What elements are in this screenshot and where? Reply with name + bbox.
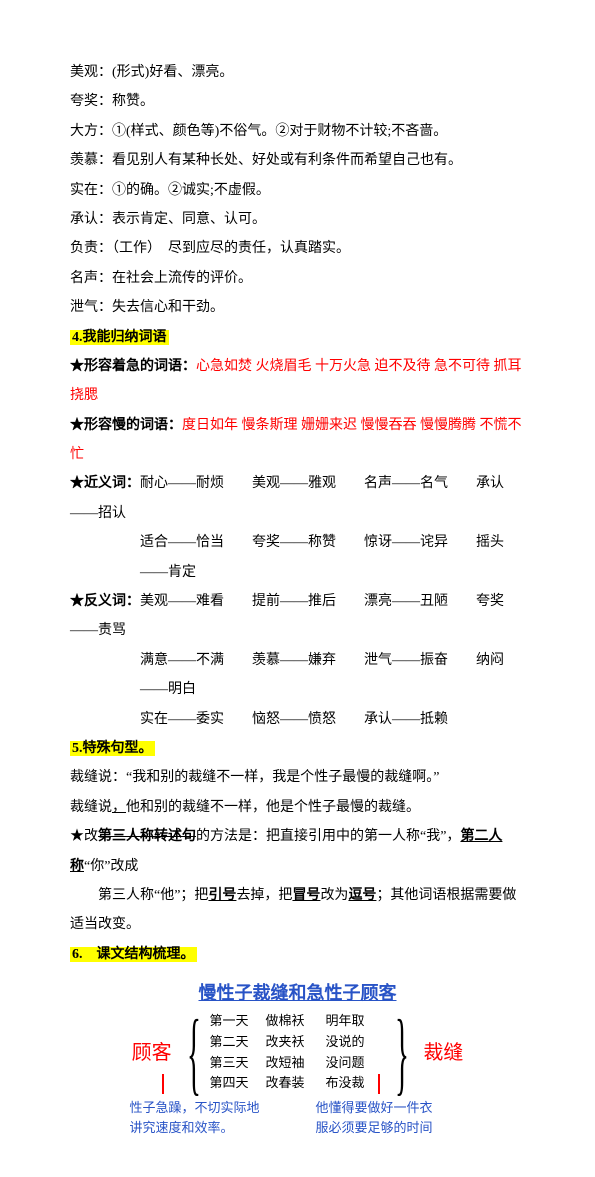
section-5-title: 5.特殊句型。 bbox=[70, 734, 525, 763]
highlight: 6. 课文结构梳理。 bbox=[70, 947, 197, 962]
idiom-row: ★形容着急的词语：心急如焚 火烧眉毛 十万火急 迫不及待 急不可待 抓耳挠腮 bbox=[70, 352, 525, 411]
example-sentence: 裁缝说，他和别的裁缝不一样，他是个性子最慢的裁缝。 bbox=[70, 793, 525, 822]
antonym-row: 满意——不满 羡慕——嫌弃 泄气——振奋 纳闷——明白 bbox=[70, 646, 525, 705]
diagram-heading: 慢性子裁缝和急性子顾客 bbox=[70, 975, 525, 1013]
diagram-row: 第四天改春装布没裁 bbox=[210, 1073, 386, 1094]
structure-diagram: 顾客 { 第一天做棉袄明年取 第二天改夹袄没说的 第三天改短袖没问题 第四天改春… bbox=[70, 1011, 525, 1094]
diagram-rows: 第一天做棉袄明年取 第二天改夹袄没说的 第三天改短袖没问题 第四天改春装布没裁 bbox=[210, 1011, 386, 1094]
section-4-title: 4.我能归纳词语 bbox=[70, 323, 525, 352]
diagram-notes: 性子急躁，不切实际地 讲究速度和效率。 他懂得要做好一件衣 服必须要足够的时间 bbox=[70, 1098, 525, 1137]
note-left: 性子急躁，不切实际地 讲究速度和效率。 bbox=[130, 1098, 280, 1137]
rule-line: ★改第三人称转述句的方法是：把直接引用中的第一人称“我”，第二人称“你”改成 bbox=[70, 822, 525, 881]
bracket-icon: } bbox=[393, 1006, 409, 1099]
text: 他和别的裁缝不一样，他是个性子最慢的裁缝。 bbox=[126, 800, 420, 815]
document-page: 美观：(形式)好看、漂亮。 夸奖：称赞。 大方：①(样式、颜色等)不俗气。②对于… bbox=[0, 0, 595, 1177]
diagram-right-label: 裁缝 bbox=[417, 1032, 469, 1074]
def-line: 羡慕：看见别人有某种长处、好处或有利条件而希望自己也有。 bbox=[70, 146, 525, 175]
underlined: ， bbox=[112, 800, 126, 815]
def-line: 大方：①(样式、颜色等)不俗气。②对于财物不计较;不吝啬。 bbox=[70, 117, 525, 146]
note-text: 性子急躁，不切实际地 bbox=[130, 1098, 280, 1118]
text: 裁缝说 bbox=[70, 800, 112, 815]
def-line: 夸奖：称赞。 bbox=[70, 87, 525, 116]
def-line: 泄气：失去信心和干劲。 bbox=[70, 293, 525, 322]
diagram-row: 第三天改短袖没问题 bbox=[210, 1053, 386, 1074]
row-label: ★形容慢的词语： bbox=[70, 418, 182, 433]
connector-line bbox=[378, 1074, 380, 1094]
connector-line bbox=[162, 1074, 164, 1094]
idiom-row: ★形容慢的词语：度日如年 慢条斯理 姗姗来迟 慢慢吞吞 慢慢腾腾 不慌不忙 bbox=[70, 411, 525, 470]
section-6-title: 6. 课文结构梳理。 bbox=[70, 940, 525, 969]
note-right: 他懂得要做好一件衣 服必须要足够的时间 bbox=[316, 1098, 466, 1137]
note-text: 他懂得要做好一件衣 bbox=[316, 1098, 466, 1118]
diagram-left-label: 顾客 bbox=[126, 1032, 178, 1074]
row-label: ★近义词： bbox=[70, 476, 140, 491]
example-sentence: 裁缝说：“我和别的裁缝不一样，我是个性子最慢的裁缝啊。” bbox=[70, 763, 525, 792]
synonym-row: ★近义词：耐心——耐烦 美观——雅观 名声——名气 承认——招认 bbox=[70, 469, 525, 528]
emph: 逗号 bbox=[348, 888, 376, 903]
def-line: 美观：(形式)好看、漂亮。 bbox=[70, 58, 525, 87]
def-line: 实在：①的确。②诚实;不虚假。 bbox=[70, 176, 525, 205]
rule-line: 第三人称“他”；把引号去掉，把冒号改为逗号；其他词语根据需要做适当改变。 bbox=[70, 881, 525, 940]
text: 第三人称“他”；把 bbox=[98, 888, 208, 903]
def-line: 承认：表示肯定、同意、认可。 bbox=[70, 205, 525, 234]
highlight: 5.特殊句型。 bbox=[70, 741, 155, 756]
emph: 冒号 bbox=[292, 888, 320, 903]
highlight: 4.我能归纳词语 bbox=[70, 330, 169, 345]
synonym-row: 适合——恰当 夸奖——称赞 惊讶——诧异 摇头——肯定 bbox=[70, 528, 525, 587]
def-line: 负责：（工作） 尽到应尽的责任，认真踏实。 bbox=[70, 234, 525, 263]
diagram-row: 第一天做棉袄明年取 bbox=[210, 1011, 386, 1032]
note-text: 服必须要足够的时间 bbox=[316, 1118, 466, 1138]
bracket-icon: { bbox=[186, 1006, 202, 1099]
text: 去掉，把 bbox=[236, 888, 292, 903]
row-label: ★反义词： bbox=[70, 594, 140, 609]
text: “你”改成 bbox=[84, 859, 138, 874]
def-line: 名声：在社会上流传的评价。 bbox=[70, 264, 525, 293]
emph: 引号 bbox=[208, 888, 236, 903]
antonym-row: ★反义词：美观——难看 提前——推后 漂亮——丑陋 夸奖——责骂 bbox=[70, 587, 525, 646]
text: 改为 bbox=[320, 888, 348, 903]
note-text: 讲究速度和效率。 bbox=[130, 1118, 280, 1138]
antonym-row: 实在——委实 恼怒——愤怒 承认——抵赖 bbox=[70, 705, 525, 734]
row-label: ★形容着急的词语： bbox=[70, 359, 196, 374]
diagram-row: 第二天改夹袄没说的 bbox=[210, 1032, 386, 1053]
